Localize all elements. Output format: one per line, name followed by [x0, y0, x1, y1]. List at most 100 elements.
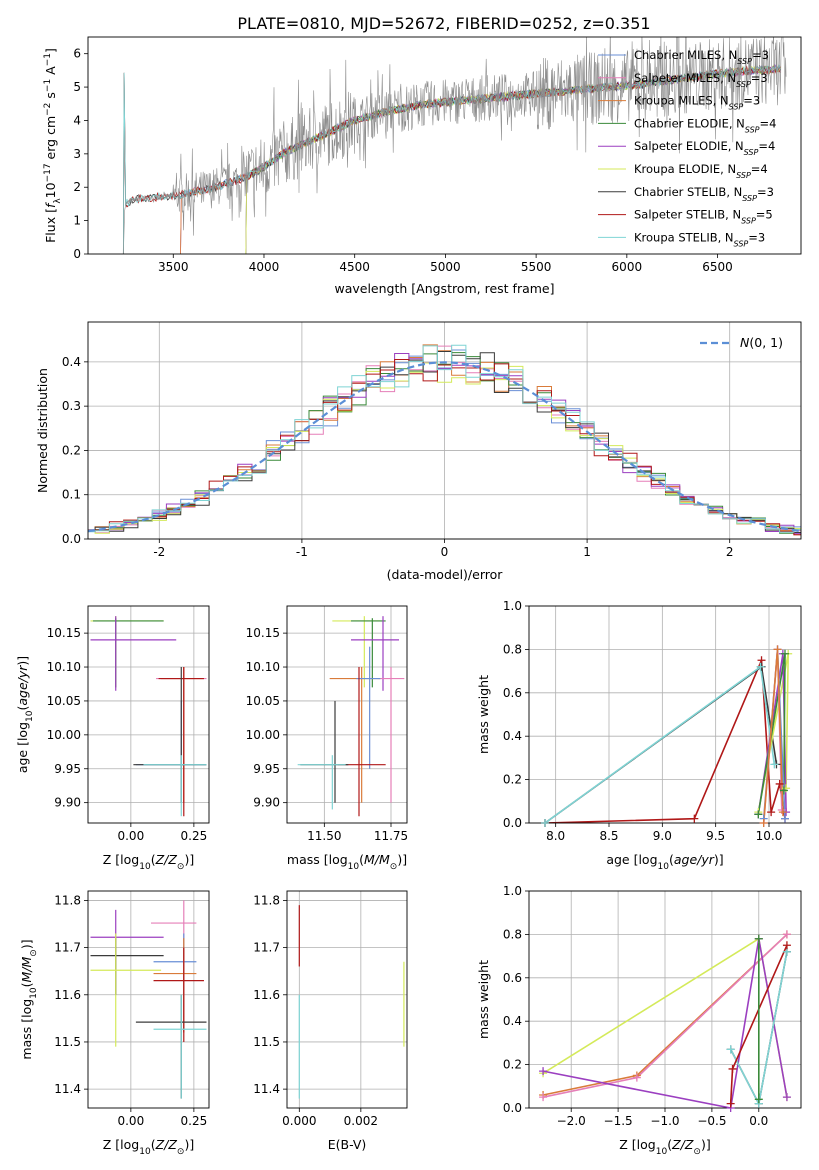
legend-entry: Kroupa STELIB, NSSP=3: [634, 230, 765, 248]
y-tick-label: 0.6: [503, 686, 522, 700]
x-tick-label: 0.0: [749, 1114, 768, 1128]
axes-border: [528, 605, 802, 824]
panel-mass_vs_ebv: 0.000 0.002 11.4 11.5 11.6 11.7 11.8 E(B-V): [253, 890, 408, 1152]
y-tick-label: 11.4: [54, 1082, 81, 1096]
weight-marker-salpeter_elodie: [782, 1093, 791, 1102]
legend-entry: Chabrier STELIB, NSSP=3: [634, 185, 774, 203]
axes-border: [87, 605, 210, 824]
x-axis-label: (data-model)/error: [387, 567, 504, 582]
y-tick-label: 11.5: [253, 1035, 280, 1049]
y-tick-label: 11.7: [54, 941, 81, 955]
residual-histogram-kroupa_miles: [88, 344, 801, 536]
y-tick-label: 10.05: [47, 694, 81, 708]
weight-marker-chabrier_elodie: [754, 810, 763, 819]
y-tick-label: 1: [73, 214, 81, 228]
axes-frame: 11.50 11.75 9.90 9.95 10.00 10.05 10.10 10.15 ma…: [246, 605, 408, 872]
x-tick-label: −2.0: [557, 1114, 586, 1128]
x-tick-label: 6500: [702, 260, 733, 274]
x-tick-label: 0.25: [181, 829, 208, 843]
weight-marker-salpeter_stelib: [775, 779, 784, 788]
plot-area: [298, 905, 405, 1099]
axes-frame: 3500 4000 4500 5000 5500 6000 6500 0 1 2 3 4 5 6 wavel…: [43, 36, 802, 296]
y-tick-label: 11.6: [253, 988, 280, 1002]
weight-marker-salpeter_elodie: [539, 1067, 548, 1076]
x-axis-label: age [log10(age/yr)]: [606, 852, 723, 872]
y-tick-label: 11.4: [253, 1082, 280, 1096]
weight-marker-salpeter_stelib: [728, 1064, 737, 1073]
axes-frame: 0.00 0.25 9.90 9.95 10.00 10.05 10.10 10.15 Z [l…: [15, 605, 210, 872]
y-tick-label: 0.2: [62, 443, 81, 457]
y-tick-label: 10.10: [246, 660, 280, 674]
axes-frame: 0.000 0.002 11.4 11.5 11.6 11.7 11.8 E(B-V): [253, 890, 408, 1152]
y-axis-label: Flux [fλ10−17 erg cm−2 s−1 A−1]: [43, 48, 63, 243]
x-tick-label: 6000: [612, 260, 643, 274]
axes-border: [286, 890, 408, 1109]
weight-line-chabrier_stelib: [544, 665, 778, 823]
x-tick-label: 0: [441, 545, 449, 559]
weight-marker-kroupa_stelib: [726, 1045, 735, 1054]
weight-marker-salpeter_stelib: [767, 808, 776, 817]
y-tick-label: 0.6: [503, 971, 522, 985]
legend-entry: Kroupa ELODIE, NSSP=4: [634, 162, 768, 180]
y-tick-label: 11.8: [253, 893, 280, 907]
y-tick-label: 9.90: [54, 796, 81, 810]
y-tick-label: 0.1: [62, 488, 81, 502]
x-tick-label: 0.002: [344, 1114, 378, 1128]
x-tick-label: −0.5: [697, 1114, 726, 1128]
x-axis-label: Z [log10(Z/Z⊙)]: [619, 1137, 710, 1157]
weight-marker-kroupa_stelib: [541, 819, 549, 827]
x-tick-label: 3500: [158, 260, 189, 274]
residual-histogram-chabrier_miles: [88, 349, 801, 531]
data-spectrum: [123, 37, 787, 254]
weight-marker-chabrier_elodie: [781, 649, 789, 658]
weight-marker-chabrier_elodie: [754, 934, 763, 943]
x-tick-label: 8.0: [546, 829, 565, 843]
panel-weight_vs_age: 8.0 8.5 9.0 9.5 10.0 0.0 0.2 0.4 0.6 0.8 1.0 age [l…: [476, 599, 802, 872]
x-axis-label: Z [log10(Z/Z⊙)]: [103, 852, 194, 872]
panel-spectrum: 3500 4000 4500 5000 5500 6000 6500 0 1 2 3 4 5 6 wavel…: [43, 36, 802, 296]
x-tick-label: 4500: [339, 260, 370, 274]
x-axis-label: wavelength [Angstrom, rest frame]: [334, 281, 554, 296]
y-tick-label: 10.00: [47, 728, 81, 742]
y-tick-label: 10.05: [246, 694, 280, 708]
x-tick-label: 2: [726, 545, 734, 559]
y-tick-label: 0: [73, 247, 81, 261]
y-tick-label: 0.4: [503, 729, 522, 743]
y-axis-label: mass weight: [476, 960, 491, 1039]
x-tick-label: 5000: [430, 260, 461, 274]
y-tick-label: 0.4: [62, 355, 81, 369]
y-tick-label: 11.8: [54, 893, 81, 907]
y-tick-label: 0.0: [62, 532, 81, 546]
figure-title: PLATE=0810, MJD=52672, FIBERID=0252, z=0…: [237, 14, 650, 33]
y-tick-label: 10.15: [246, 626, 280, 640]
x-tick-label: 0.00: [117, 1114, 144, 1128]
x-tick-label: 1: [583, 545, 591, 559]
residual-histogram-salpeter_elodie: [88, 353, 801, 535]
residual-histogram-kroupa_stelib: [88, 344, 801, 533]
y-tick-label: 1.0: [503, 884, 522, 898]
y-tick-label: 0.3: [62, 399, 81, 413]
axes-border: [286, 605, 408, 824]
y-tick-label: 1.0: [503, 599, 522, 613]
legend-entry: Salpeter ELODIE, NSSP=4: [634, 139, 775, 157]
y-axis-label: mass [log10(M/M⊙)]: [19, 939, 39, 1059]
legend-entry: Chabrier MILES, NSSP=3: [634, 48, 769, 66]
panel-residuals: -2 -1 0 1 2 0.0 0.1 0.2 0.3 0.4 (data-model)/error…: [35, 321, 802, 582]
weight-line-kroupa_stelib: [544, 665, 776, 823]
axes-frame: -2 -1 0 1 2 0.0 0.1 0.2 0.3 0.4 (data-model)/error…: [35, 321, 802, 582]
y-tick-label: 0.0: [503, 816, 522, 830]
weight-marker-salpeter_miles: [632, 1073, 641, 1082]
y-tick-label: 9.95: [253, 762, 280, 776]
y-tick-label: 0.4: [503, 1014, 522, 1028]
y-tick-label: 0.8: [503, 642, 522, 656]
axes-frame: 0.00 0.25 11.4 11.5 11.6 11.7 11.8 Z [log10(Z/Z…: [19, 890, 210, 1157]
x-tick-label: 11.50: [307, 829, 341, 843]
axes-frame: −2.0 −1.5 −1.0 −0.5 0.0 0.0 0.2 0.4 0.6 0.8 1.0 Z […: [476, 884, 802, 1157]
x-tick-label: 0.00: [117, 829, 144, 843]
y-tick-label: 0.2: [503, 1058, 522, 1072]
weight-marker-salpeter_stelib: [690, 814, 699, 823]
y-tick-label: 10.10: [47, 660, 81, 674]
axes-border: [87, 36, 802, 255]
y-tick-label: 10.00: [246, 728, 280, 742]
gaussian-curve: [88, 361, 801, 533]
